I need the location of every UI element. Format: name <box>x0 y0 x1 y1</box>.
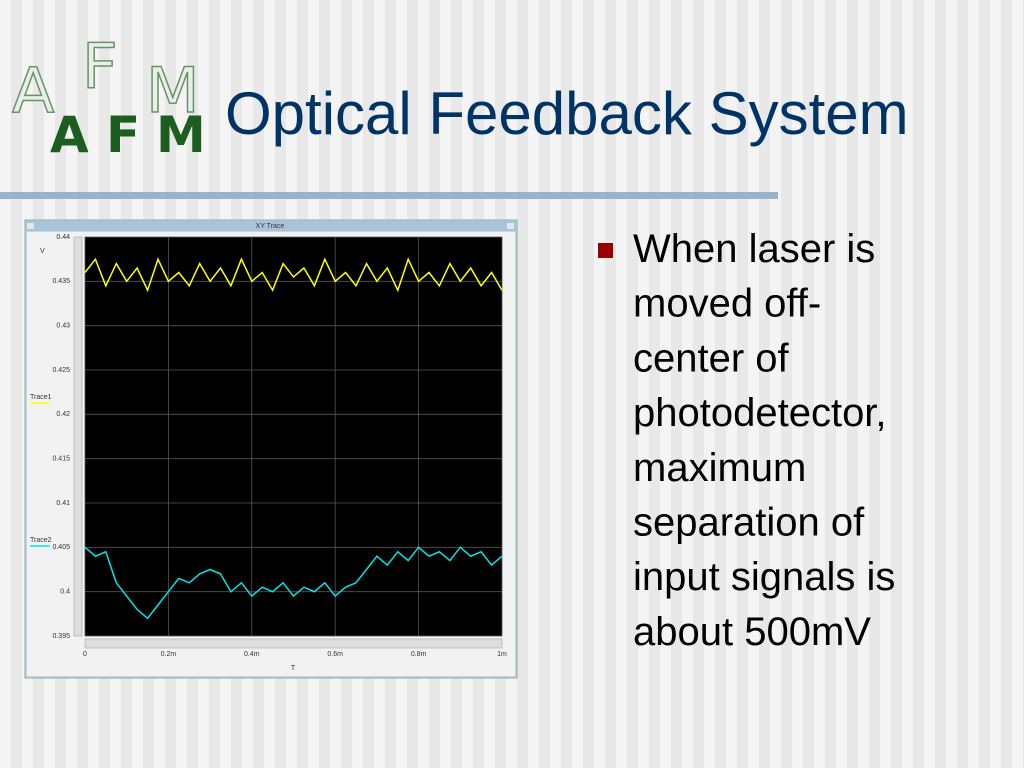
logo-letter: F <box>106 106 140 164</box>
logo-outline-letter: A <box>12 54 54 127</box>
bullet-line: center of <box>633 336 790 380</box>
logo-outline-letter: M <box>146 54 200 127</box>
y-tick-label: 0.4 <box>60 589 70 596</box>
x-axis-label: T <box>291 665 296 672</box>
bullet-marker <box>598 243 613 258</box>
bullet-line: photodetector, <box>633 391 887 435</box>
y-tick-label: 0.405 <box>52 544 70 551</box>
trace-line <box>84 257 503 293</box>
bullet-line: When laser is <box>633 227 875 271</box>
trace-line <box>84 546 503 620</box>
scrollbar[interactable] <box>73 236 83 637</box>
chart-window: XY Trace V T <box>24 219 518 679</box>
x-tick-label: 0.8m <box>411 651 427 658</box>
window-titlebar <box>26 221 516 231</box>
bullet-line: separation of <box>633 501 865 545</box>
bullet-line: moved off- <box>633 282 821 326</box>
x-tick-label: 0.4m <box>244 651 260 658</box>
logo-outline-letter: F <box>82 30 118 103</box>
y-tick-label: 0.42 <box>56 411 70 418</box>
window-button[interactable] <box>507 223 514 229</box>
logo-letter: A <box>50 106 89 164</box>
logo-letter: M <box>156 106 206 164</box>
y-tick-label: 0.43 <box>56 323 70 330</box>
x-tick-label: 0 <box>83 651 87 658</box>
bullet-text: When laser is moved off-center of photodet… <box>633 227 895 654</box>
scrollbar[interactable] <box>84 638 503 649</box>
logo: A F M A F M <box>11 29 206 164</box>
window-button[interactable] <box>27 223 34 229</box>
y-tick-label: 0.395 <box>52 633 70 640</box>
x-tick-label: 0.6m <box>327 651 343 658</box>
slide-title: Optical Feedback System <box>225 80 909 147</box>
bullet-line: about 500mV <box>633 610 871 654</box>
y-tick-label: 0.435 <box>52 278 70 285</box>
y-tick-label: 0.44 <box>56 234 70 241</box>
y-tick-label: 0.41 <box>56 500 70 507</box>
chart-title: XY Trace <box>256 223 285 230</box>
bullet-line: maximum <box>633 446 806 490</box>
x-tick-label: 1m <box>497 651 507 658</box>
legend-label: Trace1 <box>30 394 52 401</box>
legend-label: Trace2 <box>30 537 52 544</box>
plot-area <box>85 237 502 636</box>
y-tick-label: 0.415 <box>52 456 70 463</box>
title-rule <box>0 192 778 199</box>
y-axis-label: V <box>40 248 45 255</box>
y-tick-label: 0.425 <box>52 367 70 374</box>
bullet-line: input signals is <box>633 555 895 599</box>
x-tick-label: 0.2m <box>161 651 177 658</box>
